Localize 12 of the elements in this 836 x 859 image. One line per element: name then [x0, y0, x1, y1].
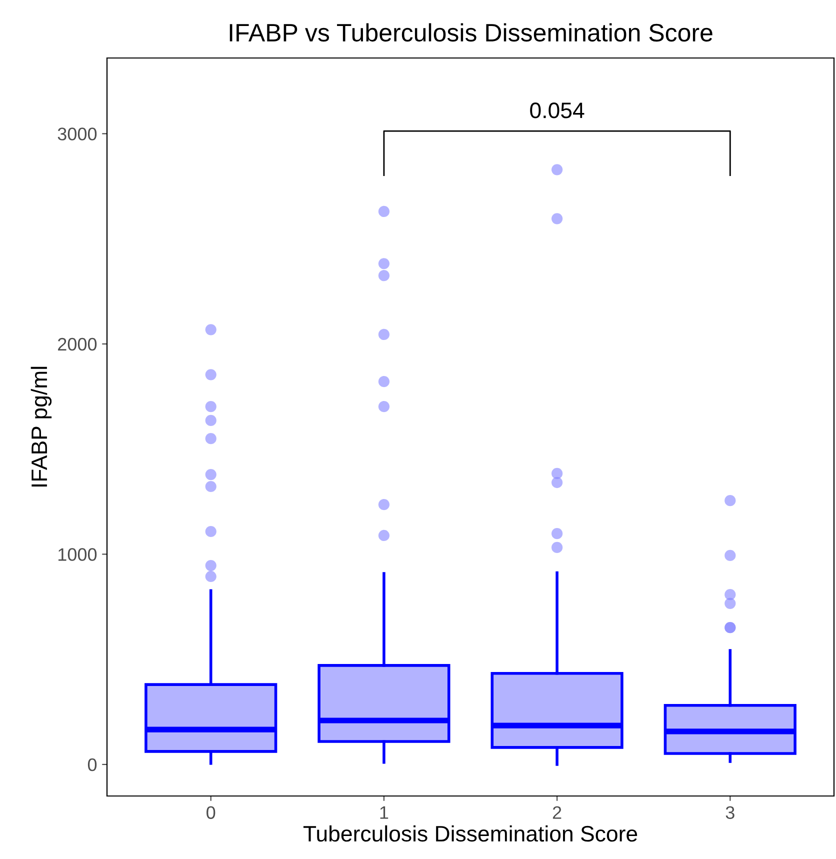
x-tick-label: 3	[726, 806, 734, 819]
y-tick-label: 2000	[58, 338, 97, 351]
x-tick-label: 1	[380, 806, 388, 819]
y-axis-title: IFABP pg/ml	[30, 366, 52, 487]
x-tick-label: 0	[206, 806, 216, 819]
y-tick-label: 0	[88, 758, 97, 772]
x-tick-label: 2	[552, 806, 562, 819]
annotation: 0.054	[530, 102, 584, 118]
x-axis-title: Tuberculosis Dissemination Score	[303, 825, 638, 842]
y-tick-label: 3000	[58, 128, 97, 140]
chart-title: IFABP vs Tuberculosis Dissemination Score	[230, 23, 712, 42]
y-tick-label: 1000	[58, 548, 97, 561]
